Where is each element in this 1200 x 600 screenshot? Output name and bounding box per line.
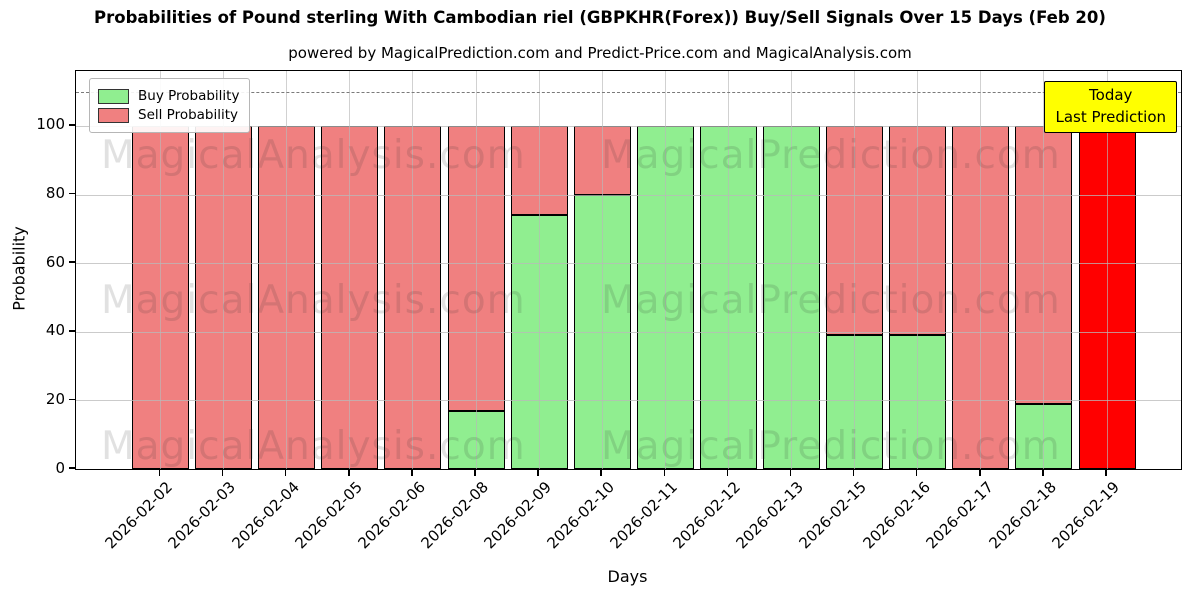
x-tick-label: 2026-02-06: [354, 478, 429, 553]
x-gridline: [1043, 71, 1045, 469]
x-tick-label: 2026-02-13: [732, 478, 808, 553]
legend-buy-label: Buy Probability: [138, 88, 240, 104]
x-tick-label: 2026-02-11: [606, 478, 682, 553]
y-tick-mark: [69, 124, 75, 126]
x-gridline: [727, 71, 729, 469]
y-tick-mark: [69, 329, 75, 332]
x-gridline: [475, 71, 477, 469]
x-tick-mark: [1042, 469, 1044, 476]
x-gridline: [286, 71, 288, 469]
x-tick-mark: [1105, 469, 1107, 476]
y-tick-mark: [69, 398, 75, 401]
x-tick-mark: [663, 469, 666, 476]
x-gridline: [223, 71, 225, 469]
y-gridline: [76, 400, 1181, 402]
x-tick-label: 2026-02-09: [480, 478, 555, 553]
x-gridline: [538, 71, 540, 469]
chart-title: Probabilities of Pound sterling With Cam…: [94, 8, 1106, 27]
buy-color-swatch: [98, 88, 129, 104]
threshold-dashed-line: [76, 91, 1181, 93]
y-tick-label: 80: [45, 184, 65, 203]
x-gridline: [601, 71, 603, 469]
x-gridline: [980, 71, 982, 469]
x-tick-mark: [726, 469, 729, 476]
y-tick-label: 20: [45, 389, 65, 408]
x-tick-mark: [348, 469, 350, 476]
x-tick-mark: [915, 469, 918, 476]
grid-layer: [76, 71, 1181, 469]
x-tick-label: 2026-02-04: [228, 478, 303, 553]
y-gridline: [76, 194, 1181, 196]
today-annotation-line1: Today: [1089, 86, 1133, 104]
y-gridline: [76, 331, 1181, 333]
y-tick-label: 40: [45, 321, 65, 340]
x-tick-mark: [474, 469, 476, 476]
x-tick-mark: [158, 469, 161, 476]
x-tick-label: 2026-02-15: [795, 478, 871, 553]
x-tick-label: 2026-02-03: [164, 478, 240, 553]
y-tick-label: 100: [36, 115, 65, 134]
x-tick-label: 2026-02-18: [985, 478, 1060, 553]
legend-item-sell: Sell Probability: [98, 107, 239, 123]
x-tick-label: 2026-02-02: [101, 478, 177, 553]
y-tick-label: 60: [45, 252, 65, 271]
x-gridline: [349, 71, 351, 469]
y-gridline: [76, 125, 1181, 127]
x-axis-label: Days: [607, 567, 648, 586]
x-gridline: [664, 71, 666, 469]
x-gridline: [412, 71, 414, 469]
x-tick-label: 2026-02-08: [417, 478, 492, 553]
x-tick-mark: [979, 469, 981, 476]
sell-color-swatch: [98, 107, 129, 123]
x-gridline: [160, 71, 161, 469]
today-annotation-line2: Last Prediction: [1055, 107, 1166, 126]
x-gridline: [917, 71, 919, 469]
x-tick-mark: [411, 469, 413, 476]
y-tick-mark: [69, 261, 75, 263]
x-gridline: [791, 71, 792, 469]
x-gridline: [854, 71, 856, 469]
x-tick-mark: [537, 469, 539, 476]
legend-item-buy: Buy Probability: [98, 88, 239, 104]
y-tick-label: 0: [55, 458, 65, 477]
legend: Buy Probability Sell Probability: [89, 78, 251, 133]
today-annotation-box: Today Last Prediction: [1044, 81, 1177, 133]
y-tick-mark: [69, 467, 75, 469]
x-tick-mark: [221, 469, 224, 476]
x-tick-mark: [852, 469, 855, 476]
x-tick-mark: [789, 469, 792, 476]
x-tick-label: 2026-02-16: [859, 478, 934, 553]
x-tick-mark: [284, 469, 287, 476]
plot-area: MagicalAnalysis.comMagicalPrediction.com…: [75, 70, 1182, 470]
x-gridline: [1106, 71, 1108, 469]
x-tick-mark: [600, 469, 602, 476]
y-gridline: [76, 263, 1181, 265]
x-tick-label: 2026-02-12: [669, 478, 745, 553]
x-tick-label: 2026-02-19: [1048, 478, 1123, 553]
chart-subtitle: powered by MagicalPrediction.com and Pre…: [288, 44, 912, 62]
x-tick-label: 2026-02-10: [543, 478, 618, 553]
y-tick-mark: [69, 192, 75, 195]
legend-sell-label: Sell Probability: [138, 107, 239, 123]
